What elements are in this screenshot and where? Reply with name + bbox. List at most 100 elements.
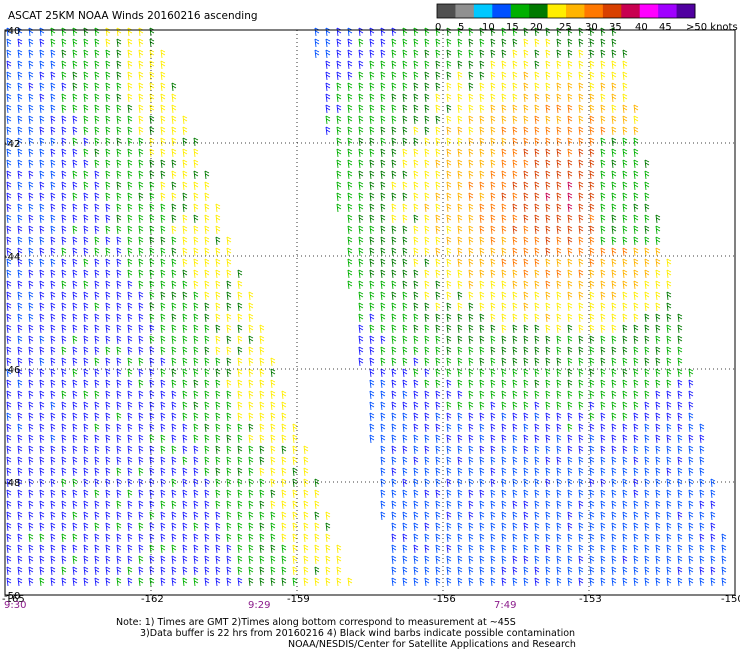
wind-barb [336, 82, 342, 92]
wind-barb [468, 324, 474, 334]
wind-barb [28, 291, 34, 301]
wind-barb [138, 38, 144, 48]
wind-barb [512, 456, 518, 466]
wind-barb [556, 423, 562, 433]
wind-barb [391, 148, 397, 158]
wind-barb [39, 280, 45, 290]
wind-barb [688, 566, 694, 576]
wind-barb [578, 456, 584, 466]
wind-barb [391, 401, 397, 411]
wind-barb [501, 269, 507, 279]
wind-barb [193, 291, 199, 301]
legend-label: 20 [530, 22, 543, 33]
wind-barb [39, 181, 45, 191]
wind-barb [182, 566, 188, 576]
wind-barb [567, 49, 573, 59]
wind-barb [237, 357, 243, 367]
wind-barb [633, 247, 639, 257]
wind-barb [556, 478, 562, 488]
wind-barb [589, 38, 595, 48]
wind-barb [413, 192, 419, 202]
wind-barb [424, 379, 430, 389]
wind-barb [270, 434, 276, 444]
wind-barb [193, 412, 199, 422]
wind-barb [248, 291, 254, 301]
wind-barb [567, 324, 573, 334]
wind-barb [149, 500, 155, 510]
wind-barb [193, 225, 199, 235]
wind-barb [578, 500, 584, 510]
wind-barb [369, 38, 375, 48]
wind-barb [556, 445, 562, 455]
wind-barb [479, 60, 485, 70]
wind-barb [6, 203, 12, 213]
wind-barb [523, 126, 529, 136]
wind-barb [490, 148, 496, 158]
wind-barb [468, 335, 474, 345]
wind-barb [237, 302, 243, 312]
wind-barb [28, 379, 34, 389]
wind-barb [446, 566, 452, 576]
wind-barb [534, 566, 540, 576]
wind-barb [556, 577, 562, 587]
wind-barb [83, 203, 89, 213]
wind-barb [688, 423, 694, 433]
wind-barb [710, 555, 716, 565]
wind-barb [402, 522, 408, 532]
wind-barb [6, 478, 12, 488]
wind-barb [380, 247, 386, 257]
wind-barb [248, 412, 254, 422]
wind-barb [600, 445, 606, 455]
wind-barb [391, 577, 397, 587]
wind-barb [402, 280, 408, 290]
wind-barb [380, 313, 386, 323]
wind-barb [94, 533, 100, 543]
wind-barb [479, 478, 485, 488]
note-line-2: 3)Data buffer is 22 hrs from 20160216 4)… [140, 628, 575, 639]
wind-barb [545, 192, 551, 202]
wind-barb [127, 258, 133, 268]
wind-barb [611, 467, 617, 477]
wind-barb [127, 533, 133, 543]
wind-barb [17, 181, 23, 191]
wind-barb [545, 258, 551, 268]
wind-barb [72, 357, 78, 367]
wind-barb [204, 489, 210, 499]
wind-barb [556, 225, 562, 235]
wind-barb [622, 280, 628, 290]
wind-barb [138, 544, 144, 554]
wind-barb [72, 269, 78, 279]
wind-barb [457, 511, 463, 521]
wind-barb [50, 280, 56, 290]
wind-barb [600, 401, 606, 411]
wind-barb [391, 126, 397, 136]
wind-barb [325, 555, 331, 565]
wind-barb [655, 357, 661, 367]
wind-barb [633, 170, 639, 180]
wind-barb [248, 423, 254, 433]
wind-barb [17, 346, 23, 356]
wind-barb [380, 38, 386, 48]
wind-barb [622, 324, 628, 334]
wind-barb [6, 291, 12, 301]
wind-barb [17, 390, 23, 400]
wind-barb [237, 291, 243, 301]
wind-barb [622, 434, 628, 444]
wind-barb [369, 60, 375, 70]
wind-barb [534, 93, 540, 103]
wind-barb [237, 379, 243, 389]
wind-barb [677, 456, 683, 466]
wind-barb [699, 522, 705, 532]
wind-barb [567, 214, 573, 224]
wind-barb [556, 379, 562, 389]
wind-barb [160, 93, 166, 103]
wind-barb [413, 434, 419, 444]
wind-barb [633, 291, 639, 301]
wind-barb [578, 181, 584, 191]
wind-barb [545, 500, 551, 510]
wind-barb [248, 478, 254, 488]
wind-barb [94, 335, 100, 345]
wind-barb [248, 379, 254, 389]
wind-barb [556, 236, 562, 246]
wind-barb [446, 115, 452, 125]
